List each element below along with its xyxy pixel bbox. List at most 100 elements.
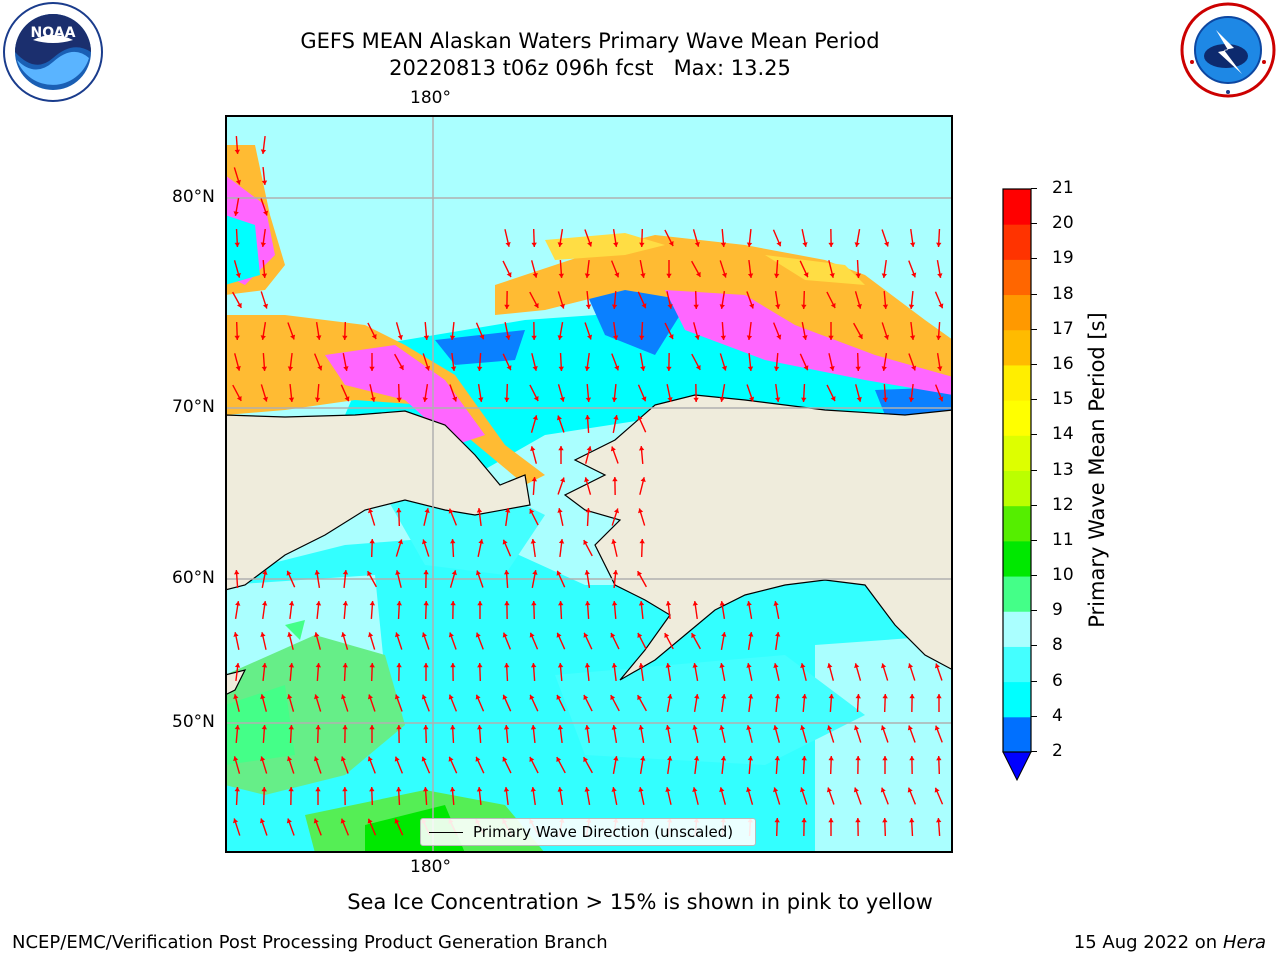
wave-direction-arrowhead [260,335,266,340]
wave-direction-arrowhead [773,273,780,278]
colorbar-tick-mark [1031,715,1037,717]
wave-direction-arrowhead [502,632,508,638]
wave-direction-arrowhead [260,632,266,637]
wave-direction-arrowhead [881,273,887,278]
wave-direction-arrowhead [613,508,620,514]
wave-direction-arrowhead [668,334,674,340]
wave-direction-arrowhead [721,272,728,278]
wave-direction-arrowhead [719,725,725,730]
colorbar-tick-label: 10 [1052,565,1074,586]
wave-direction-arrowhead [533,302,539,308]
wave-direction-arrowhead [505,335,511,340]
colorbar-tick-mark [1031,539,1037,541]
colorbar-tick-label: 20 [1052,213,1074,234]
wave-direction-arrowhead [584,273,591,278]
wave-direction-arrowhead [475,694,481,700]
wave-direction-arrowhead [854,663,860,669]
wave-direction-arrowhead [613,756,619,761]
wave-direction-arrowhead [720,756,727,761]
colorbar-segment [1003,681,1031,718]
wave-direction-arrowhead [396,787,402,792]
wave-direction-arrowhead [234,149,241,154]
wave-direction-arrowhead [449,335,456,340]
wave-direction-arrowhead [584,477,590,483]
wave-direction-arrowhead [748,632,754,637]
colorbar-tick-mark [1031,680,1037,682]
wave-direction-arrowhead [637,415,643,421]
wave-direction-arrowhead [396,508,402,513]
wave-direction-arrowhead [719,787,725,793]
wave-direction-arrowhead [638,508,644,514]
wave-direction-arrowhead [801,818,807,823]
wave-direction-arrowhead [504,601,510,606]
wave-direction-arrowhead [234,787,240,792]
wave-direction-arrowhead [369,725,375,730]
wave-direction-arrowhead [749,303,755,309]
wave-direction-arrowhead [317,365,323,371]
wave-direction-arrowhead [395,570,401,576]
wave-direction-arrowhead [394,818,400,824]
wave-direction-arrowhead [611,601,618,606]
wave-direction-arrowhead [720,242,727,247]
colorbar-segment [1003,224,1031,260]
wave-direction-arrowhead [532,272,538,278]
wave-direction-arrowhead [584,366,590,371]
wave-direction-arrowhead [882,756,888,761]
wave-direction-arrowhead [667,304,673,309]
wave-direction-arrowhead [828,756,834,761]
wave-direction-arrowhead [503,725,510,730]
wave-direction-arrowhead [262,303,269,309]
wave-direction-arrowhead [826,787,832,793]
wave-direction-arrowhead [583,757,589,763]
wave-direction-arrowhead [692,725,698,730]
wave-direction-arrowhead [775,632,781,637]
wave-direction-arrowhead [641,396,647,402]
wave-direction-arrowhead [557,725,564,730]
wave-direction-arrowhead [367,571,373,577]
wave-direction-arrowhead [558,273,565,278]
wave-direction-arrowhead [910,242,916,247]
wave-direction-arrowhead [584,570,590,575]
wave-direction-arrowhead [448,508,454,514]
wave-direction-arrowhead [640,366,646,371]
map-frame [225,115,953,853]
wave-direction-arrowhead [396,663,402,668]
wave-direction-arrowhead [584,601,591,606]
wave-direction-arrowhead [313,818,319,824]
wave-direction-arrowhead [853,787,859,793]
wave-direction-arrowhead [504,304,510,309]
lon-label-top: 180° [410,88,451,108]
colorbar-segment [1003,505,1031,542]
wave-direction-arrowhead [504,397,510,402]
wave-direction-arrowhead [556,632,562,638]
wave-direction-arrowhead [476,725,483,730]
wave-direction-arrowhead [664,633,670,639]
wave-direction-arrowhead [398,364,404,370]
wave-direction-arrowhead [827,725,833,731]
wave-direction-arrowhead [611,787,617,792]
wave-direction-arrowhead [233,632,239,637]
wave-direction-arrowhead [557,508,563,513]
wave-direction-arrowhead [853,725,860,731]
wave-direction-arrowhead [557,663,564,668]
wave-direction-arrowhead [585,397,592,402]
wave-direction-arrowhead [721,694,727,699]
wave-direction-arrowhead [583,694,589,700]
wave-direction-arrowhead [855,818,861,823]
wave-direction-arrowhead [585,304,592,309]
wave-direction-arrowhead [449,787,456,792]
wave-direction-arrowhead [584,415,591,420]
wave-direction-arrowhead [640,273,646,278]
lat-label-50n: 50°N [172,712,215,732]
colorbar-segment [1003,259,1031,296]
wave-direction-arrowhead [448,632,454,638]
wave-direction-arrowhead [532,365,538,371]
wave-direction-arrowhead [531,335,537,340]
wave-direction-arrowhead [288,725,294,730]
lat-label-60n: 60°N [172,568,215,588]
wave-direction-arrowhead [342,787,348,792]
wave-direction-arrowhead [774,818,780,823]
wave-direction-arrowhead [665,725,671,730]
wave-direction-arrowhead [692,663,698,668]
wave-direction-arrowhead [262,601,268,606]
